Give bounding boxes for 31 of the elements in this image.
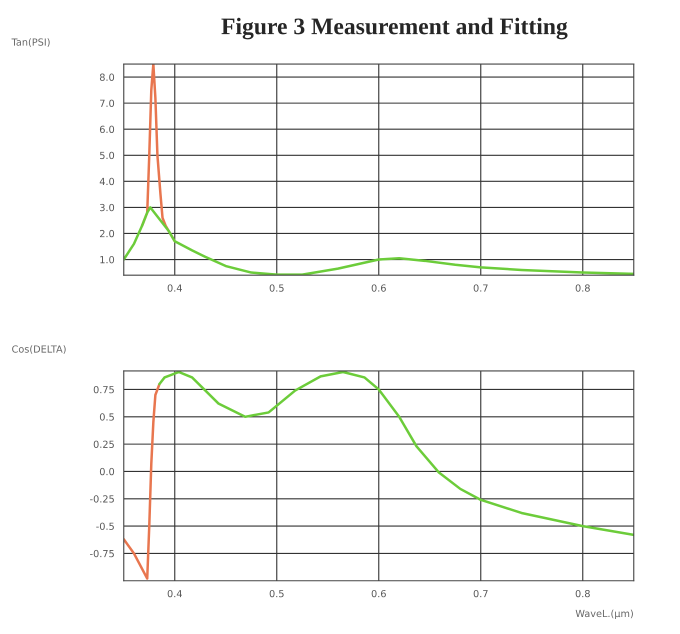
x-tick-label: 0.7 bbox=[474, 284, 488, 292]
x-tick-label: 0.6 bbox=[372, 590, 386, 598]
y-tick-label: 0.25 bbox=[94, 440, 114, 448]
x-tick-label: 0.4 bbox=[168, 284, 182, 292]
y-tick-label: 0.5 bbox=[100, 413, 114, 421]
y-tick-label: 6.0 bbox=[100, 126, 114, 134]
y-tick-label: 0.0 bbox=[100, 468, 114, 476]
x-tick-label: 0.6 bbox=[372, 284, 386, 292]
y-tick-label: 2.0 bbox=[100, 230, 114, 238]
y-tick-label: -0.75 bbox=[90, 550, 114, 558]
y-tick-label: 1.0 bbox=[100, 256, 114, 264]
y-tick-label: 8.0 bbox=[100, 74, 114, 81]
y-tick-label: 4.0 bbox=[100, 178, 114, 186]
y-tick-label: -0.5 bbox=[96, 522, 114, 530]
x-tick-label: 0.8 bbox=[576, 284, 590, 292]
y-axis-title: Tan(PSI) bbox=[12, 38, 50, 47]
y-tick-label: 0.75 bbox=[94, 386, 114, 394]
x-tick-label: 0.7 bbox=[474, 590, 488, 598]
line-series bbox=[124, 382, 161, 580]
x-tick-label: 0.5 bbox=[270, 284, 284, 292]
y-axis-title: Cos(DELTA) bbox=[12, 345, 66, 354]
x-tick-label: 0.4 bbox=[168, 590, 182, 598]
x-axis-title: WaveL.(μm) bbox=[576, 610, 633, 620]
y-tick-label: 3.0 bbox=[100, 204, 114, 212]
y-tick-label: -0.25 bbox=[90, 495, 114, 503]
y-tick-label: 5.0 bbox=[100, 152, 114, 160]
x-tick-label: 0.8 bbox=[576, 590, 590, 598]
y-tick-label: 7.0 bbox=[100, 100, 114, 107]
line-series bbox=[158, 370, 634, 536]
chart-title: Figure 3 Measurement and Fitting bbox=[221, 18, 568, 40]
x-tick-label: 0.5 bbox=[270, 590, 284, 598]
